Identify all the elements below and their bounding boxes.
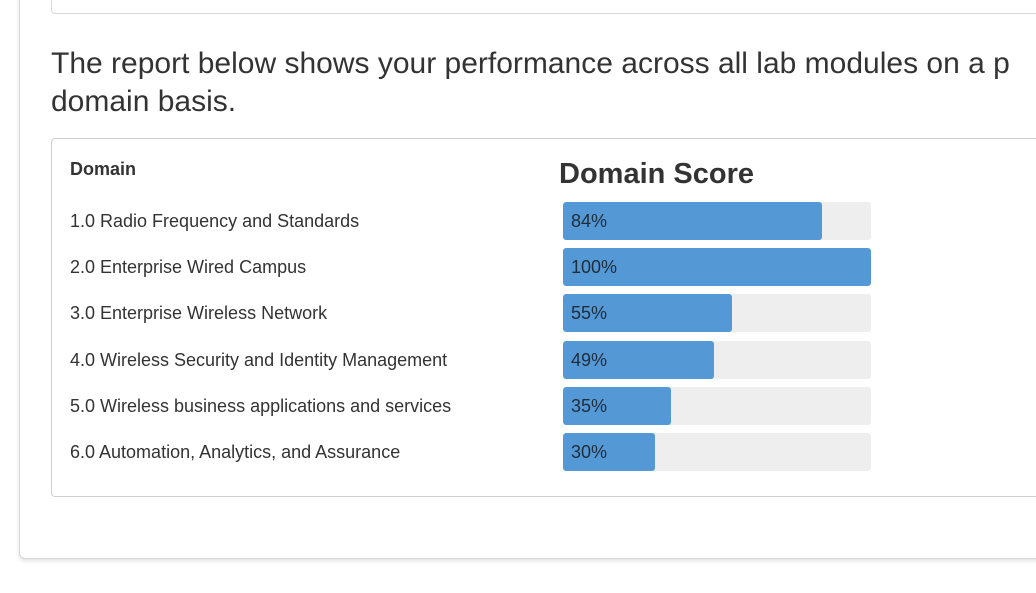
- previous-section-box: [51, 0, 1036, 14]
- score-percent: 100%: [571, 257, 618, 277]
- domain-row: 5.0 Wireless business applications and s…: [52, 387, 1036, 425]
- domain-row: 2.0 Enterprise Wired Campus 100%: [52, 248, 1036, 286]
- score-percent: 49%: [571, 350, 608, 370]
- domain-label: 2.0 Enterprise Wired Campus: [70, 257, 307, 277]
- score-percent: 84%: [571, 211, 608, 231]
- domain-row: 3.0 Enterprise Wireless Network 55%: [52, 294, 1036, 332]
- score-bar-track: 30%: [563, 433, 871, 471]
- score-bar-track: 35%: [563, 387, 871, 425]
- score-bar-track: 100%: [563, 248, 871, 286]
- score-bar-fill: [563, 387, 671, 425]
- score-bar-track: 84%: [563, 202, 871, 240]
- score-bar-fill: [563, 294, 733, 332]
- domain-row: 6.0 Automation, Analytics, and Assurance…: [52, 433, 1036, 471]
- score-percent: 55%: [571, 303, 608, 323]
- domain-report-panel: Domain Domain Score 1.0 Radio Frequency …: [51, 138, 1036, 497]
- score-bar-fill: [563, 341, 714, 379]
- score-bar-track: 55%: [563, 294, 871, 332]
- domain-label: 6.0 Automation, Analytics, and Assurance: [70, 442, 401, 462]
- domain-row: 4.0 Wireless Security and Identity Manag…: [52, 341, 1036, 379]
- domain-label: 5.0 Wireless business applications and s…: [70, 396, 452, 416]
- score-bar-track: 49%: [563, 341, 871, 379]
- score-bar-fill: [563, 202, 822, 240]
- score-percent: 30%: [571, 442, 608, 462]
- domain-row: 1.0 Radio Frequency and Standards 84%: [52, 202, 1036, 240]
- domain-label: 4.0 Wireless Security and Identity Manag…: [70, 350, 448, 370]
- domain-score-title: Domain Score: [559, 158, 754, 190]
- intro-line-1: The report below shows your performance …: [51, 47, 1010, 80]
- domain-label: 3.0 Enterprise Wireless Network: [70, 303, 328, 323]
- report-intro-text: The report below shows your performance …: [51, 45, 1036, 121]
- score-bar-fill: [563, 433, 656, 471]
- domain-label: 1.0 Radio Frequency and Standards: [70, 211, 360, 231]
- score-bar-fill: [563, 248, 871, 286]
- score-percent: 35%: [571, 396, 608, 416]
- intro-line-2: domain basis.: [51, 85, 237, 118]
- domain-column-header: Domain: [70, 159, 137, 179]
